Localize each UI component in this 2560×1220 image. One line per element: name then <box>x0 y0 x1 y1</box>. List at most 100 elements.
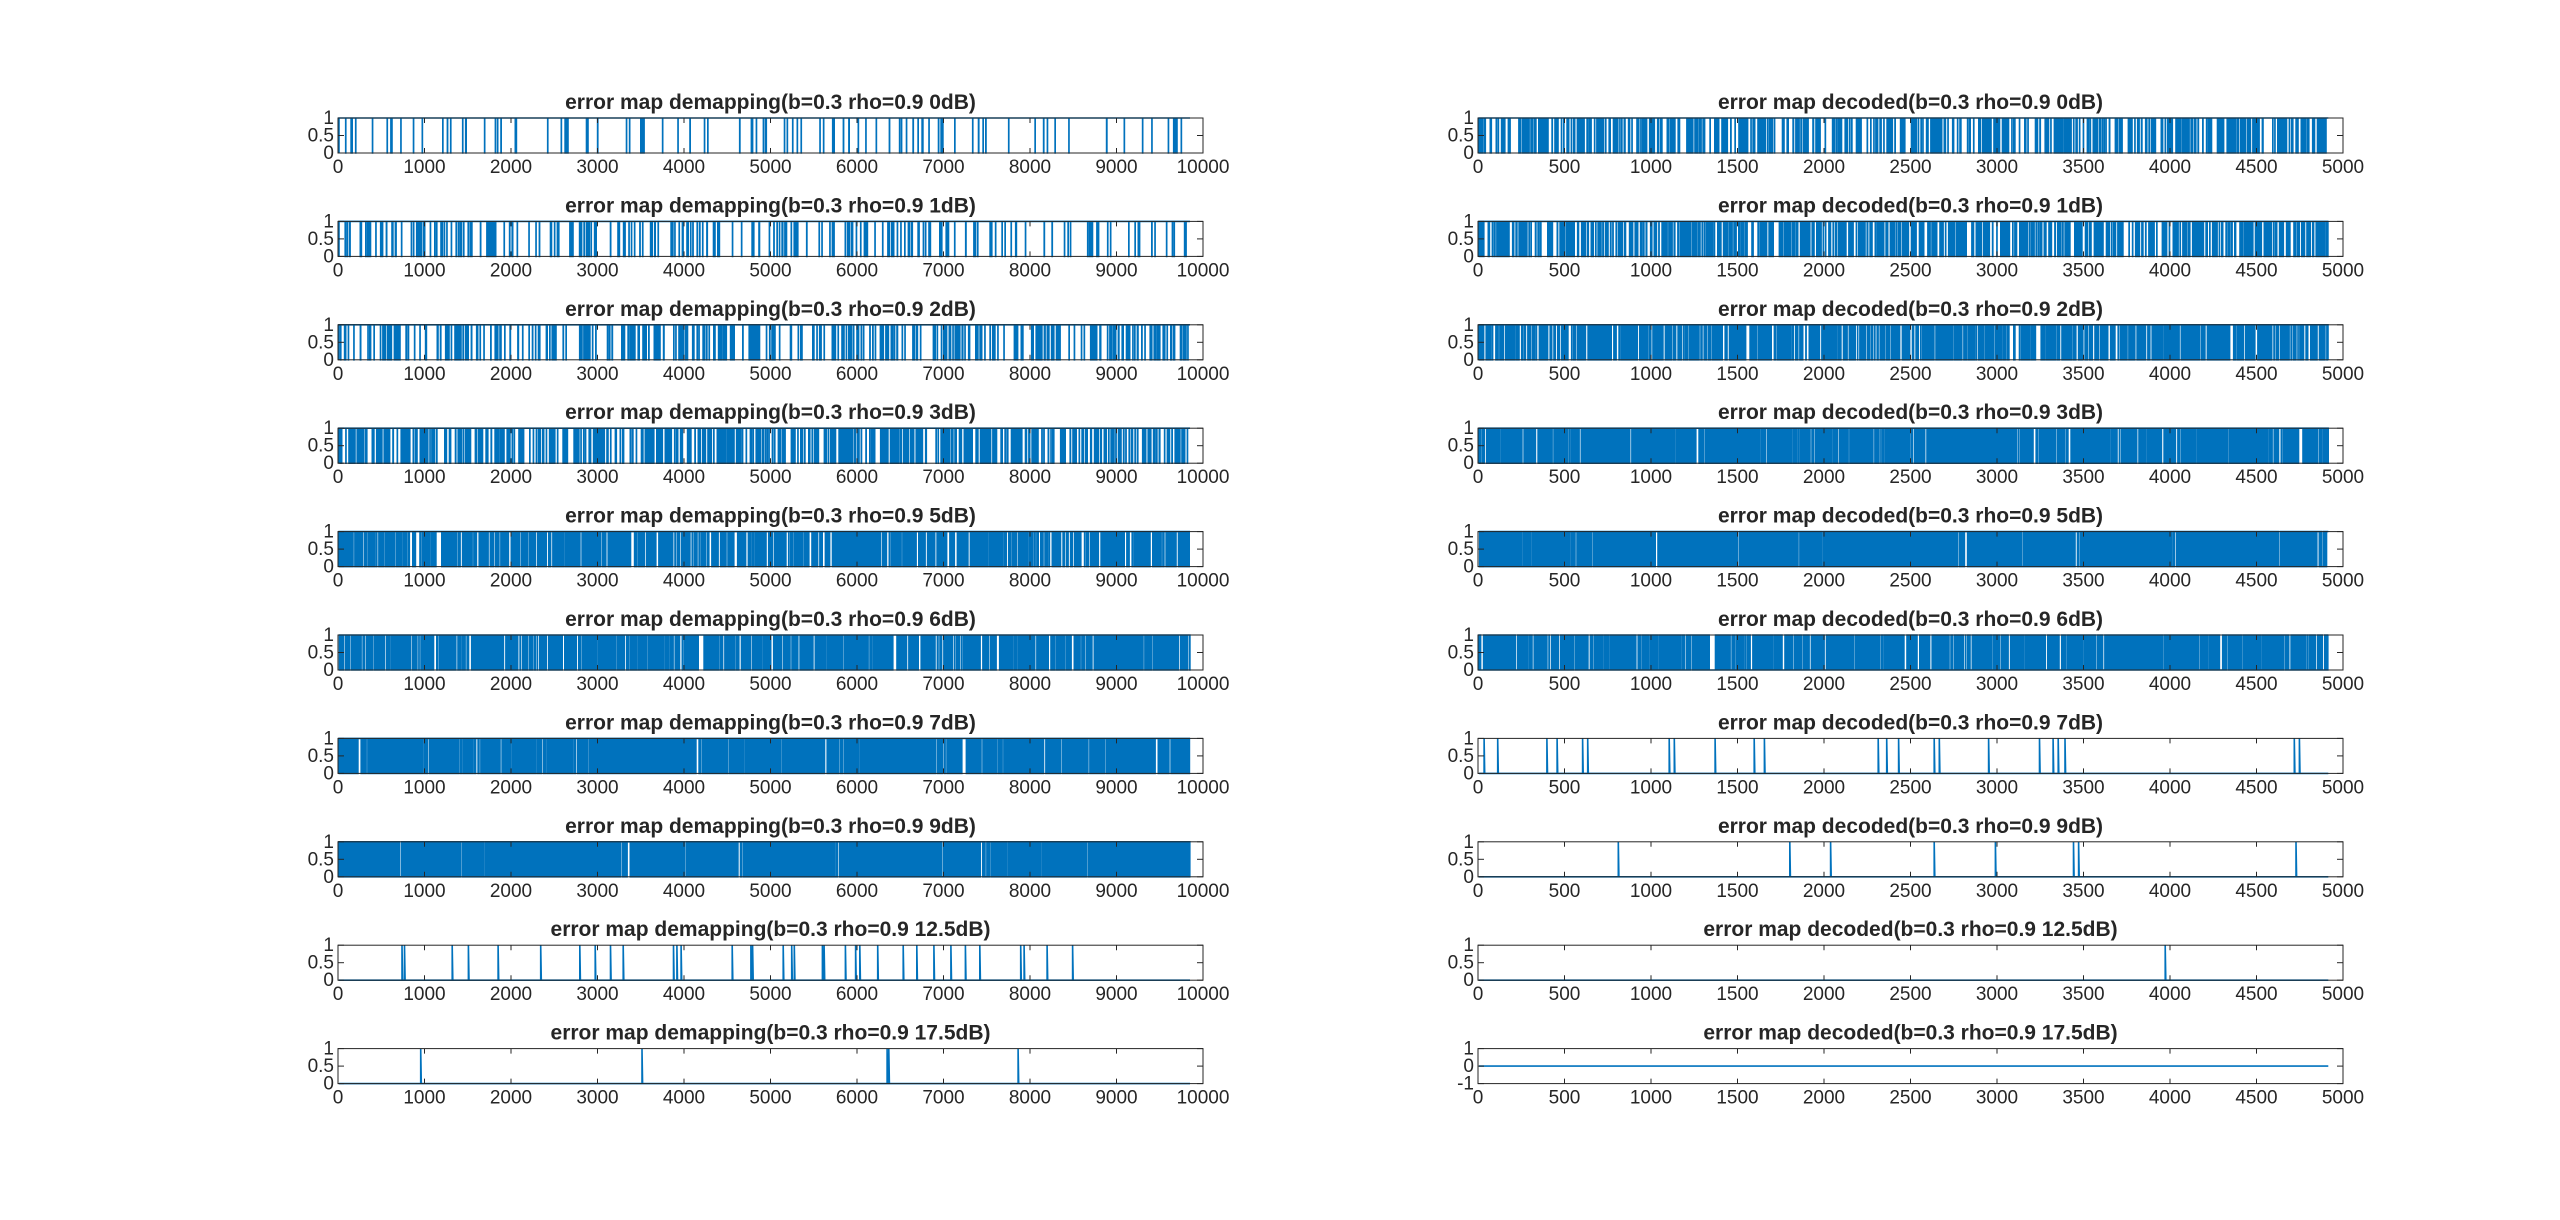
x-tick-label: 3000 <box>1976 984 2018 1005</box>
y-tick-label: 0.5 <box>1448 953 1474 974</box>
y-tick-label: 1 <box>323 625 334 646</box>
x-tick-label: 9000 <box>1095 881 1137 902</box>
error-map-line <box>1479 738 2329 775</box>
x-tick-label: 1500 <box>1716 260 1758 281</box>
x-tick-label: 3000 <box>576 674 618 695</box>
x-tick-label: 4000 <box>663 571 705 592</box>
x-tick-label: 2500 <box>1889 984 1931 1005</box>
subplot-demapping-6: error map demapping(b=0.3 rho=0.9 6dB) 0 1… <box>308 608 1230 695</box>
x-tick-label: 1000 <box>403 777 445 798</box>
x-tick-label: 5000 <box>2322 674 2364 695</box>
x-tick-label: 2000 <box>1803 881 1845 902</box>
x-tick-label: 6000 <box>836 1088 878 1109</box>
x-tick-label: 4000 <box>2149 157 2191 178</box>
x-tick-label: 5000 <box>749 674 791 695</box>
x-tick-label: 9000 <box>1095 467 1137 488</box>
x-tick-label: 1000 <box>1630 777 1672 798</box>
x-tick-label: 8000 <box>1009 571 1051 592</box>
x-tick-label: 7000 <box>922 364 964 385</box>
x-tick-label: 1000 <box>403 674 445 695</box>
x-tick-label: 500 <box>1549 157 1581 178</box>
error-map-line <box>338 634 1191 671</box>
y-tick-label: 0 <box>1463 970 1474 991</box>
x-tick-label: 6000 <box>836 881 878 902</box>
x-tick-label: 9000 <box>1095 984 1137 1005</box>
x-tick-label: 9000 <box>1095 777 1137 798</box>
subplot-title: error map demapping(b=0.3 rho=0.9 3dB) <box>565 401 976 424</box>
x-tick-label: 500 <box>1549 260 1581 281</box>
x-tick-label: 3000 <box>1976 881 2018 902</box>
x-tick-label: 2000 <box>1803 260 1845 281</box>
x-tick-label: 1000 <box>403 571 445 592</box>
x-tick-label: 0 <box>333 674 344 695</box>
x-tick-label: 500 <box>1549 674 1581 695</box>
subplot-title: error map decoded(b=0.3 rho=0.9 17.5dB) <box>1703 1022 2117 1045</box>
x-tick-label: 10000 <box>1177 571 1230 592</box>
x-tick-label: 4000 <box>663 467 705 488</box>
y-tick-label: 1 <box>1463 418 1474 439</box>
x-tick-label: 7000 <box>922 674 964 695</box>
subplot-title: error map decoded(b=0.3 rho=0.9 9dB) <box>1718 815 2103 838</box>
x-tick-label: 2500 <box>1889 777 1931 798</box>
x-tick-label: 7000 <box>922 157 964 178</box>
y-tick-label: 0.5 <box>1448 746 1474 767</box>
error-map-line <box>338 841 1191 878</box>
x-tick-label: 4500 <box>2235 1088 2277 1109</box>
y-tick-label: 0.5 <box>308 953 334 974</box>
error-map-line <box>338 220 1190 258</box>
y-tick-label: 0.5 <box>1448 436 1474 457</box>
subplot-demapping-5: error map demapping(b=0.3 rho=0.9 5dB) 0 1… <box>308 505 1230 592</box>
x-tick-label: 2000 <box>1803 674 1845 695</box>
y-tick-label: 0.5 <box>1448 229 1474 250</box>
subplot-decoded-3: error map decoded(b=0.3 rho=0.9 2dB) 0 500… <box>1448 298 2365 385</box>
x-tick-label: 500 <box>1549 364 1581 385</box>
x-tick-label: 5000 <box>749 467 791 488</box>
subplot-decoded-8: error map decoded(b=0.3 rho=0.9 9dB) 0 500… <box>1448 815 2365 902</box>
x-tick-label: 2000 <box>490 157 532 178</box>
x-tick-label: 3000 <box>576 157 618 178</box>
x-tick-label: 2000 <box>1803 364 1845 385</box>
x-tick-label: 1500 <box>1716 984 1758 1005</box>
y-tick-label: 1 <box>323 728 334 749</box>
x-tick-label: 3000 <box>1976 1088 2018 1109</box>
y-tick-label: 0 <box>323 867 334 888</box>
x-tick-label: 4000 <box>2149 260 2191 281</box>
error-map-line <box>1478 427 2329 464</box>
x-tick-label: 2500 <box>1889 364 1931 385</box>
x-tick-label: 5000 <box>749 571 791 592</box>
y-tick-label: 0.5 <box>308 126 334 147</box>
x-tick-label: 3000 <box>1976 260 2018 281</box>
subplot-title: error map decoded(b=0.3 rho=0.9 1dB) <box>1718 194 2103 217</box>
x-tick-label: 2500 <box>1889 157 1931 178</box>
x-tick-label: 3000 <box>576 984 618 1005</box>
subplot-title: error map demapping(b=0.3 rho=0.9 6dB) <box>565 608 976 631</box>
y-tick-label: 0.5 <box>308 849 334 870</box>
x-tick-label: 0 <box>333 364 344 385</box>
axes-box <box>337 117 1204 154</box>
x-tick-label: 1000 <box>1630 674 1672 695</box>
error-map-line <box>1479 945 2329 981</box>
y-tick-label: 0 <box>1463 557 1474 578</box>
x-tick-label: 0 <box>1473 364 1484 385</box>
x-tick-label: 4000 <box>2149 881 2191 902</box>
x-tick-label: 9000 <box>1095 364 1137 385</box>
subplot-title: error map decoded(b=0.3 rho=0.9 2dB) <box>1718 298 2103 321</box>
x-tick-label: 5000 <box>2322 157 2364 178</box>
x-tick-label: 3000 <box>1976 157 2018 178</box>
x-tick-label: 1000 <box>403 364 445 385</box>
x-tick-label: 3500 <box>2062 674 2104 695</box>
y-tick-label: 1 <box>323 315 334 336</box>
x-tick-label: 4000 <box>663 881 705 902</box>
y-tick-label: 1 <box>1463 315 1474 336</box>
x-tick-label: 3000 <box>576 777 618 798</box>
error-map-line <box>339 945 1190 981</box>
y-tick-label: 0 <box>1463 246 1474 267</box>
y-tick-label: 1 <box>323 108 334 129</box>
x-tick-label: 500 <box>1549 881 1581 902</box>
x-tick-label: 5000 <box>749 364 791 385</box>
subplot-decoded-2: error map decoded(b=0.3 rho=0.9 1dB) 0 500… <box>1448 194 2365 281</box>
y-tick-label: 0.5 <box>308 746 334 767</box>
x-tick-label: 8000 <box>1009 777 1051 798</box>
x-tick-label: 4000 <box>663 364 705 385</box>
x-tick-label: 1500 <box>1716 1088 1758 1109</box>
